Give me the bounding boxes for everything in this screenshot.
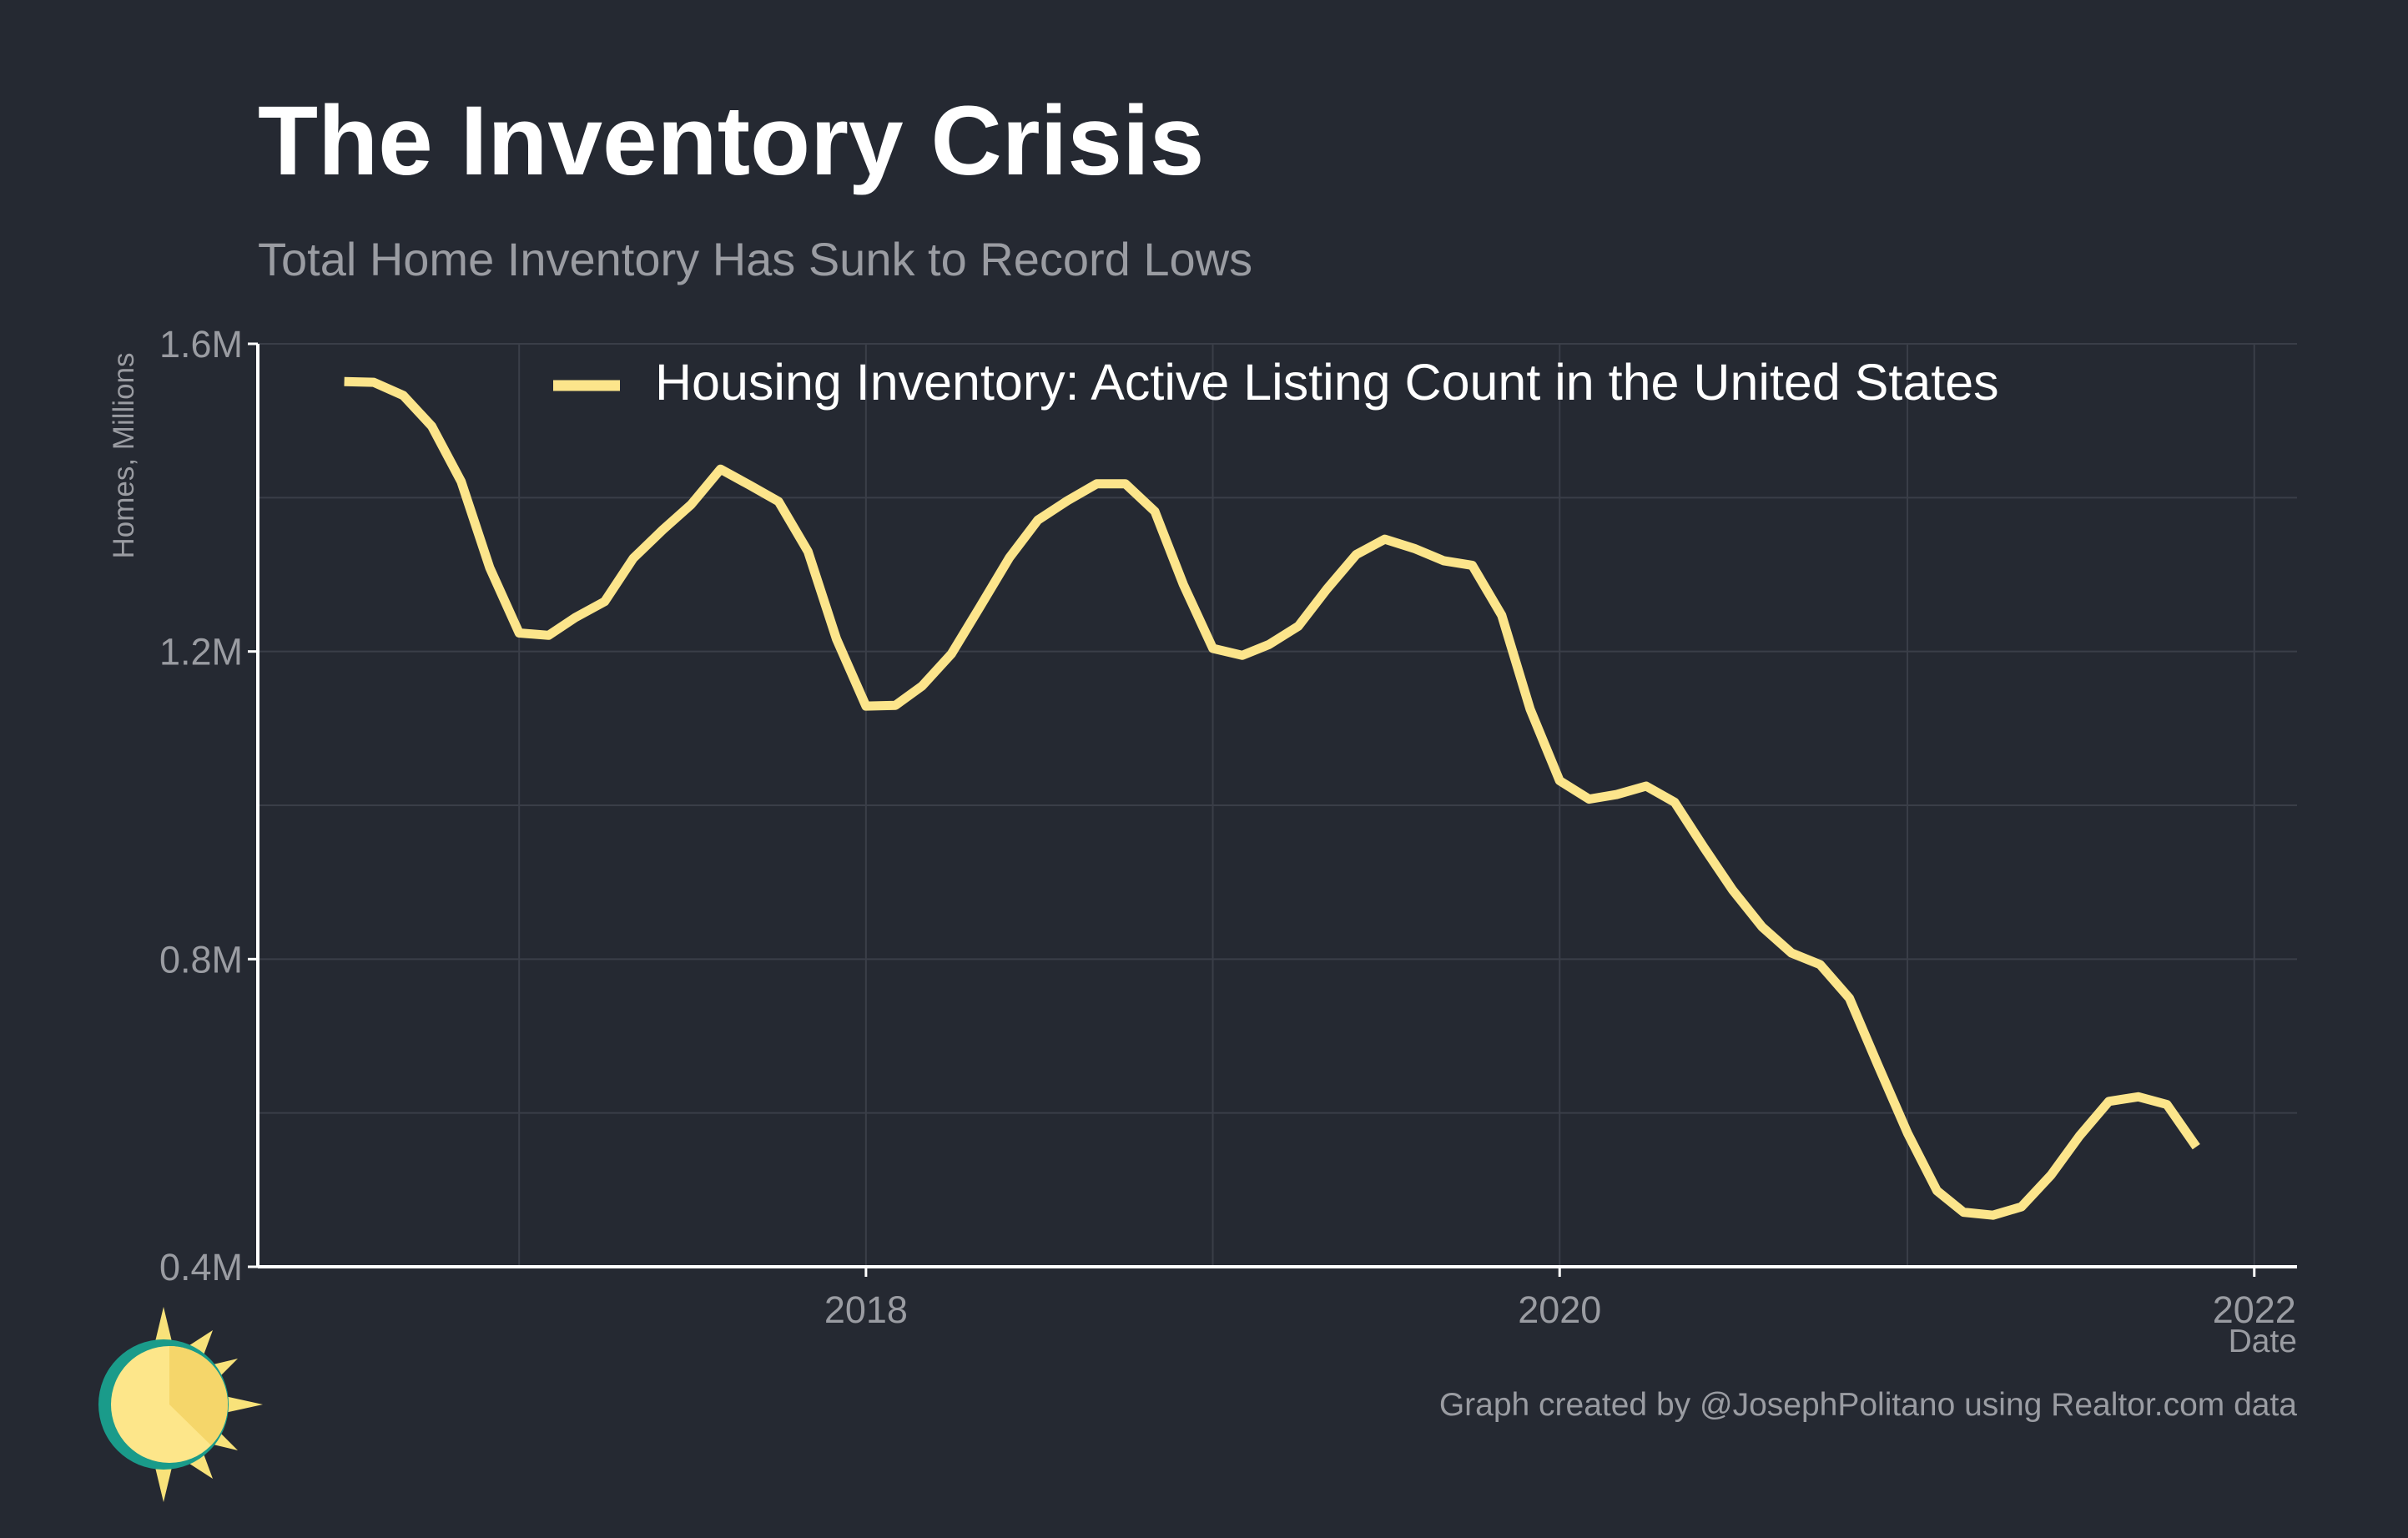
x-tick-label: 2022 (2213, 1288, 2296, 1331)
source-caption: Graph created by @JosephPolitano using R… (1438, 1387, 2297, 1423)
legend: Housing Inventory: Active Listing Count … (553, 354, 1999, 411)
y-tick-label: 0.8M (159, 938, 243, 981)
y-tick-label: 1.2M (159, 631, 243, 673)
page-title: The Inventory Crisis (258, 86, 1205, 196)
y-axis-label: Homes, Millions (108, 353, 140, 559)
page-subtitle: Total Home Inventory Has Sunk to Record … (258, 233, 1253, 285)
axes (256, 344, 2297, 1268)
x-tick-label: 2020 (1518, 1288, 1601, 1331)
series-line-housing-inventory (344, 376, 2200, 1220)
grid-lines (258, 343, 2297, 1268)
y-tick-label: 0.4M (159, 1246, 243, 1288)
x-axis-label: Date (2229, 1324, 2297, 1359)
sun-logo-icon (88, 1307, 267, 1507)
x-tick-label: 2018 (824, 1288, 908, 1331)
y-tick-label: 1.6M (159, 323, 243, 366)
legend-label: Housing Inventory: Active Listing Count … (655, 354, 1999, 411)
tick-labels: 0.4M 0.8M 1.2M 1.6M 2018 2020 2022 (159, 323, 2296, 1331)
